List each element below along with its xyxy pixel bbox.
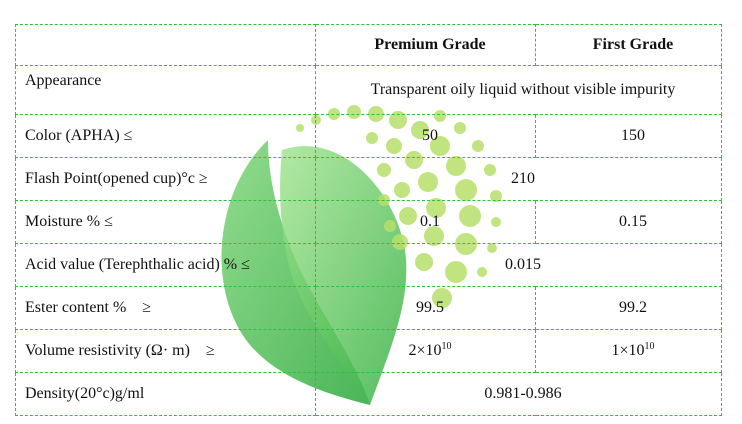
- header-first-grade: First Grade: [535, 24, 722, 66]
- first-value: 0.15: [535, 200, 722, 244]
- first-base: 1×10: [611, 342, 645, 359]
- first-value: 99.2: [535, 286, 722, 330]
- row-label: Ester content % ≥: [15, 286, 316, 330]
- row-label: Moisture % ≤: [15, 200, 316, 244]
- row-label: Density(20°c)g/ml: [15, 372, 316, 416]
- row-label: Volume resistivity (Ω· m) ≥: [15, 329, 316, 373]
- table-row-acid-value: Acid value (Terephthalic acid) % ≤ 0.015: [15, 243, 722, 287]
- first-value: 1×1010: [535, 329, 722, 373]
- premium-value: 0.1: [315, 200, 536, 244]
- first-exponent: 10: [644, 341, 655, 352]
- row-label: Acid value (Terephthalic acid) % ≤: [15, 243, 316, 287]
- row-value: 0.015: [315, 243, 722, 287]
- header-row: Premium Grade First Grade: [15, 24, 722, 66]
- premium-value: 50: [315, 114, 536, 158]
- table-row-volume-resistivity: Volume resistivity (Ω· m) ≥ 2×1010 1×101…: [15, 329, 722, 373]
- table-row-ester-content: Ester content % ≥ 99.5 99.2: [15, 286, 722, 330]
- row-label: Appearance: [15, 65, 316, 115]
- table-row-color: Color (APHA) ≤ 50 150: [15, 114, 722, 158]
- table-row-moisture: Moisture % ≤ 0.1 0.15: [15, 200, 722, 244]
- row-value: 210: [315, 157, 722, 201]
- row-label: Color (APHA) ≤: [15, 114, 316, 158]
- header-empty-cell: [15, 24, 316, 66]
- table-row-density: Density(20°c)g/ml 0.981-0.986: [15, 372, 722, 416]
- header-premium-grade: Premium Grade: [315, 24, 536, 66]
- row-label: Flash Point(opened cup)°c ≥: [15, 157, 316, 201]
- first-value: 150: [535, 114, 722, 158]
- premium-value: 99.5: [315, 286, 536, 330]
- premium-base: 2×10: [408, 342, 442, 359]
- spec-table: Premium Grade First Grade Appearance Tra…: [15, 24, 722, 416]
- table-row-appearance: Appearance Transparent oily liquid witho…: [15, 65, 722, 115]
- premium-value: 2×1010: [315, 329, 536, 373]
- row-value: 0.981-0.986: [315, 372, 722, 416]
- table-row-flash-point: Flash Point(opened cup)°c ≥ 210: [15, 157, 722, 201]
- row-value: Transparent oily liquid without visible …: [315, 65, 722, 115]
- premium-exponent: 10: [441, 341, 452, 352]
